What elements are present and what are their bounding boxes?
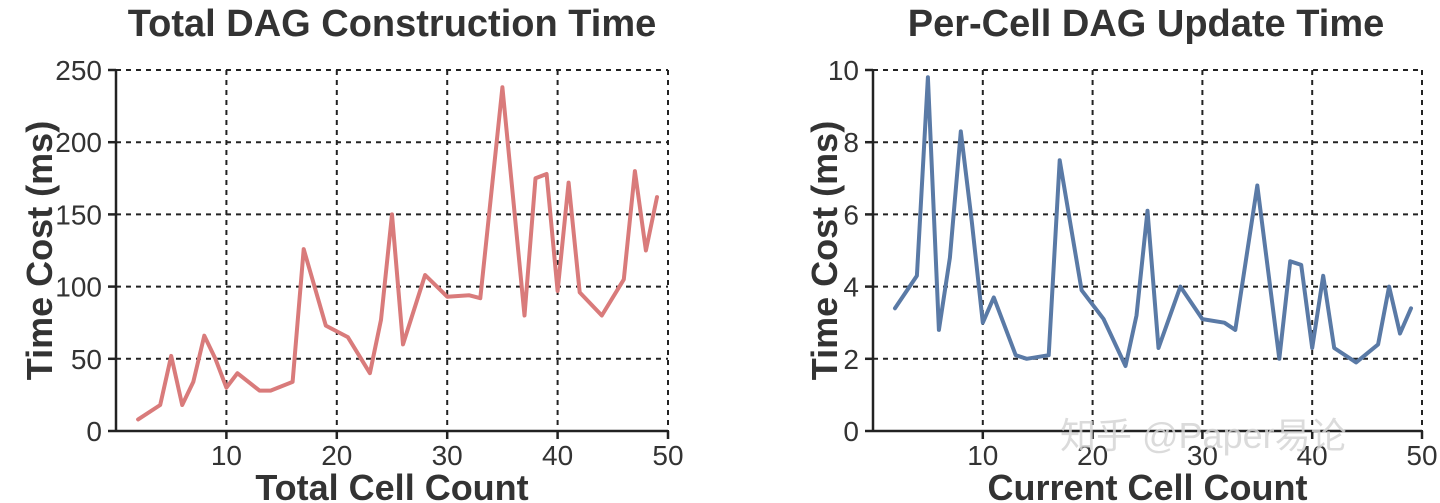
chart-title: Total DAG Construction Time: [128, 3, 657, 45]
x-tick-label: 20: [321, 440, 352, 471]
x-tick-label: 10: [967, 440, 998, 471]
y-tick-label: 8: [843, 127, 859, 158]
y-tick-label: 100: [55, 272, 102, 303]
y-tick-label: 2: [843, 344, 859, 375]
x-tick-label: 40: [1297, 440, 1328, 471]
y-tick-label: 4: [843, 272, 859, 303]
y-tick-label: 250: [55, 55, 102, 86]
y-tick-label: 150: [55, 199, 102, 230]
x-tick-label: 40: [542, 440, 573, 471]
y-tick-label: 50: [71, 344, 102, 375]
x-tick-label: 30: [1187, 440, 1218, 471]
x-axis-label: Total Cell Count: [255, 467, 528, 503]
x-tick-label: 50: [1406, 440, 1437, 471]
x-tick-label: 30: [432, 440, 463, 471]
chart-title: Per-Cell DAG Update Time: [908, 3, 1385, 45]
x-tick-label: 20: [1077, 440, 1108, 471]
chart-per-cell-dag-update-time: Per-Cell DAG Update Time 0 2 4 6 8 10 10 20 30 40 5…: [804, 3, 1438, 503]
y-axis-label: Time Cost (ms): [804, 121, 845, 380]
x-axis-label: Current Cell Count: [988, 467, 1308, 503]
chart-total-dag-construction-time: Total DAG Construction Time 0 50 100 150 200 2…: [19, 3, 684, 503]
y-axis-label: Time Cost (ms): [19, 121, 60, 380]
y-tick-label: 10: [828, 55, 859, 86]
x-tick-label: 50: [652, 440, 683, 471]
y-tick-label: 0: [86, 416, 102, 447]
watermark-text: 知乎 @Paper易论: [1060, 415, 1347, 456]
series-line: [893, 75, 1413, 368]
y-tick-label: 0: [843, 416, 859, 447]
y-tick-label: 6: [843, 199, 859, 230]
series-line: [136, 85, 659, 422]
y-tick-label: 200: [55, 127, 102, 158]
x-tick-label: 10: [211, 440, 242, 471]
